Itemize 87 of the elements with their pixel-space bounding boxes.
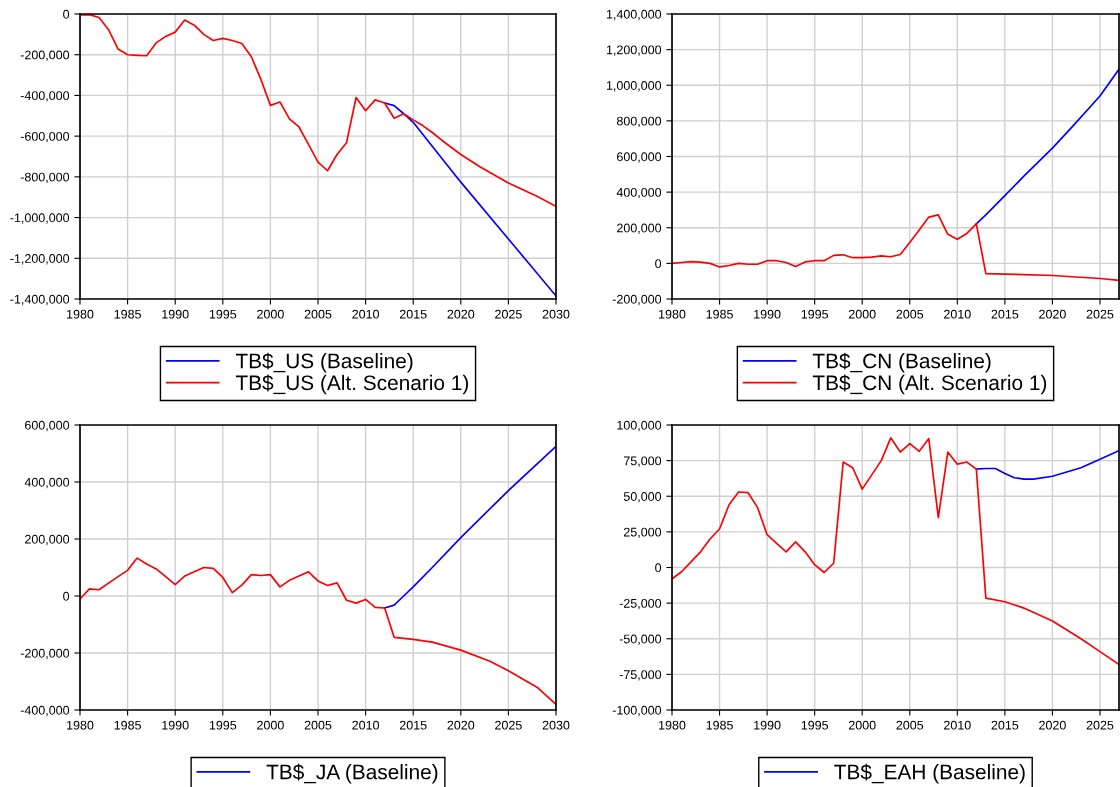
x-tick-label: 2015 [991, 309, 1019, 319]
x-tick-label: 2025 [1086, 720, 1114, 730]
y-tick-label: 25,000 [623, 527, 662, 538]
y-tick-label: 200,000 [25, 534, 70, 546]
y-tick-label: 1,200,000 [606, 45, 662, 56]
y-tick-label: 0 [655, 259, 662, 269]
y-tick-label: 1,400,000 [606, 9, 662, 21]
y-tick-label: -200,000 [20, 50, 70, 61]
x-tick-label: 2030 [542, 309, 570, 319]
x-tick-label: 2015 [399, 720, 427, 730]
x-tick-label: 2015 [399, 309, 427, 319]
legend-label: TB$_CN (Alt. Scenario 1) [812, 374, 1047, 395]
x-tick-label: 1985 [114, 720, 141, 730]
y-tick-label: -75,000 [619, 670, 662, 681]
x-tick-label: 2025 [495, 720, 522, 730]
x-tick-label: 1985 [114, 309, 141, 319]
y-tick-label: -400,000 [20, 91, 70, 102]
x-tick-label: 2010 [944, 720, 971, 730]
y-tick-label: -200,000 [20, 648, 70, 660]
y-tick-label: 50,000 [623, 492, 662, 503]
y-tick-label: 600,000 [25, 420, 70, 432]
legend-label: TB$_US (Alt. Scenario 1) [235, 374, 469, 395]
y-tick-label: 0 [63, 591, 70, 601]
line-series [975, 449, 1119, 480]
y-tick-label: 800,000 [616, 116, 662, 127]
y-tick-label: -800,000 [20, 172, 70, 183]
x-tick-label: 2025 [495, 309, 522, 319]
x-tick-label: 2010 [944, 309, 971, 319]
x-tick-label: 2000 [257, 720, 284, 730]
x-tick-label: 1990 [162, 720, 189, 730]
line-series [383, 102, 556, 297]
line-series [383, 445, 556, 609]
x-tick-label: 1990 [754, 720, 781, 730]
legend-label: TB$_EAH (Baseline) [834, 763, 1025, 784]
x-tick-label: 2010 [352, 720, 380, 730]
x-tick-label: 1995 [801, 309, 829, 319]
legend-label: TB$_CN (Baseline) [812, 352, 991, 373]
line-series [672, 214, 1119, 282]
x-tick-label: 2005 [304, 309, 332, 319]
x-tick-label: 2020 [447, 720, 475, 730]
y-tick-label: 1,000,000 [606, 81, 662, 92]
x-tick-label: 1980 [659, 720, 686, 730]
y-tick-label: 400,000 [616, 187, 662, 199]
x-tick-label: 2025 [1086, 309, 1114, 319]
x-tick-label: 1980 [67, 720, 94, 730]
x-tick-label: 1985 [706, 309, 733, 319]
x-tick-label: 1980 [659, 309, 686, 319]
x-tick-label: 1990 [754, 309, 781, 319]
line-series [672, 436, 1119, 666]
y-tick-label: 0 [63, 9, 70, 19]
x-tick-label: 1985 [706, 720, 733, 730]
x-tick-label: 2000 [848, 309, 876, 319]
x-tick-label: 2020 [1039, 309, 1066, 319]
x-tick-label: 1980 [67, 309, 94, 319]
x-tick-label: 2005 [896, 309, 924, 319]
x-tick-label: 1990 [162, 309, 189, 319]
y-tick-label: -1,000,000 [10, 213, 70, 224]
y-tick-label: -400,000 [20, 705, 70, 717]
x-tick-label: 2020 [447, 309, 475, 319]
y-tick-label: -1,200,000 [10, 254, 70, 265]
x-tick-label: 1995 [209, 720, 237, 730]
x-tick-label: 2030 [542, 720, 570, 730]
y-tick-label: 100,000 [617, 420, 662, 432]
x-tick-label: 2015 [991, 720, 1019, 730]
y-tick-label: 600,000 [617, 152, 662, 163]
y-tick-label: -50,000 [619, 634, 662, 645]
x-tick-label: 1995 [209, 309, 237, 319]
line-series [975, 68, 1119, 225]
legend-label: TB$_US (Baseline) [235, 352, 413, 373]
x-tick-label: 2000 [848, 720, 876, 730]
line-series [80, 557, 556, 706]
y-tick-label: 400,000 [24, 477, 70, 489]
y-tick-label: 0 [655, 563, 662, 573]
x-tick-label: 2010 [352, 309, 380, 319]
y-tick-label: 200,000 [617, 223, 662, 234]
y-tick-label: -600,000 [20, 131, 70, 143]
y-tick-label: -25,000 [619, 598, 662, 610]
x-tick-label: 1995 [801, 720, 829, 730]
y-tick-label: -200,000 [612, 294, 662, 306]
y-tick-label: 75,000 [624, 456, 662, 467]
x-tick-label: 2005 [304, 720, 332, 730]
y-tick-label: -1,400,000 [10, 294, 70, 306]
legend-label: TB$_JA (Baseline) [266, 763, 438, 784]
x-tick-label: 2000 [257, 309, 284, 319]
y-tick-label: -100,000 [612, 705, 662, 717]
x-tick-label: 2005 [896, 720, 924, 730]
x-tick-label: 2020 [1039, 720, 1066, 730]
